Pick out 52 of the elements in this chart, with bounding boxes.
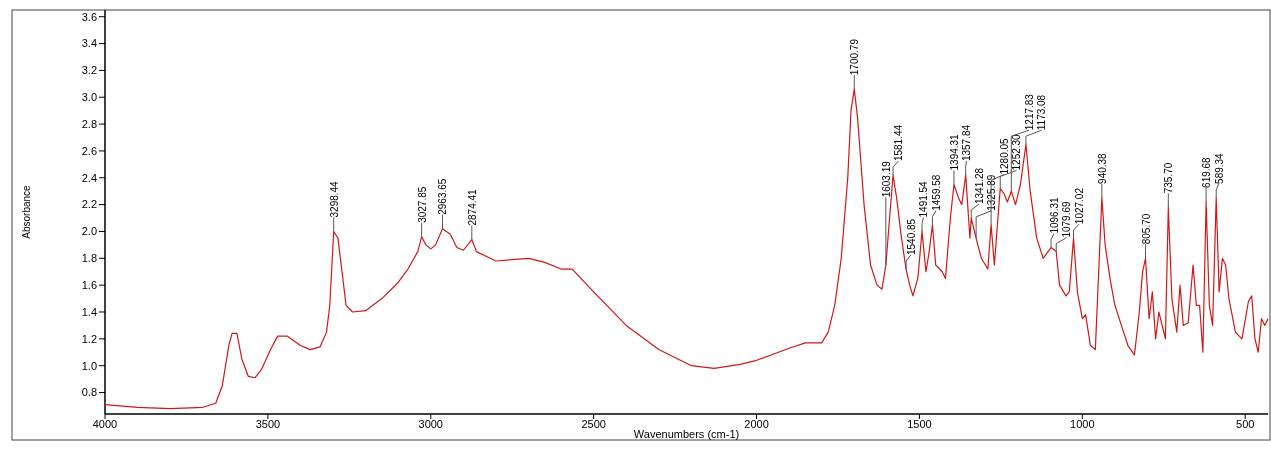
- annotation: 2874.41: [466, 188, 478, 226]
- x-tick-label: 500: [1236, 418, 1255, 430]
- x-tick-label: 2500: [581, 418, 606, 430]
- y-tick-label: 1.4: [81, 305, 97, 318]
- annotation: 1079.69: [1061, 201, 1073, 238]
- annotation: 1540.85: [905, 218, 917, 256]
- annotation: 735.70: [1163, 162, 1175, 194]
- x-tick-label: 1500: [907, 418, 932, 430]
- y-tick-label: 1.6: [81, 279, 97, 291]
- annotation: 3298.44: [328, 180, 340, 218]
- annotation: 1252.30: [1011, 133, 1023, 171]
- annotation: 1394.31: [948, 133, 960, 171]
- annotation: 940.38: [1096, 152, 1108, 184]
- annotation: 1341.28: [973, 167, 985, 205]
- annotation: 589.34: [1213, 152, 1225, 184]
- y-tick-label: 1.2: [81, 332, 97, 345]
- y-tick-label: 3.0: [81, 91, 97, 104]
- annotation: 1459.58: [930, 174, 942, 211]
- y-tick-label: 3.2: [81, 64, 97, 77]
- y-tick-label: 1.8: [81, 252, 97, 265]
- annotation: 1581.44: [893, 124, 905, 162]
- annotation: 1280.05: [998, 137, 1010, 175]
- x-tick-label: 3000: [418, 418, 444, 430]
- annotation: 1096.31: [1048, 196, 1060, 234]
- y-tick-label: 2.2: [81, 198, 97, 211]
- annotation: 1173.08: [1036, 94, 1048, 131]
- annotation: 1217.83: [1023, 93, 1035, 131]
- annotation: 805.70: [1140, 213, 1152, 245]
- annotation: 2963.65: [437, 178, 449, 215]
- y-tick-label: 2.6: [81, 144, 97, 157]
- annotation: 1325.89: [986, 174, 998, 211]
- y-tick-label: 1.0: [81, 359, 97, 372]
- x-tick-label: 1000: [1070, 418, 1095, 430]
- annotation: 1603.19: [880, 160, 892, 198]
- y-axis-title: Absorbance: [21, 184, 32, 239]
- y-tick-label: 2.4: [81, 171, 97, 184]
- annotation: 1027.02: [1073, 187, 1085, 225]
- x-tick-label: 3500: [255, 418, 281, 430]
- x-axis-title: Wavenumbers (cm-1): [633, 428, 740, 440]
- annotation: 3027.85: [416, 186, 428, 223]
- y-tick-label: 2.8: [81, 117, 97, 130]
- line-series: [104, 88, 1269, 410]
- y-tick-label: 3.4: [81, 37, 97, 50]
- annotation: 1357.84: [961, 124, 973, 162]
- y-tick-label: 0.8: [81, 386, 97, 399]
- annotation: 619.68: [1201, 156, 1213, 188]
- y-tick-label: 3.6: [81, 10, 97, 23]
- x-tick-label: 2000: [744, 418, 769, 430]
- annotation: 1700.79: [849, 38, 861, 76]
- annotation: 1491.54: [918, 180, 930, 218]
- y-tick-label: 2.0: [81, 225, 97, 238]
- x-tick-label: 4000: [92, 418, 118, 430]
